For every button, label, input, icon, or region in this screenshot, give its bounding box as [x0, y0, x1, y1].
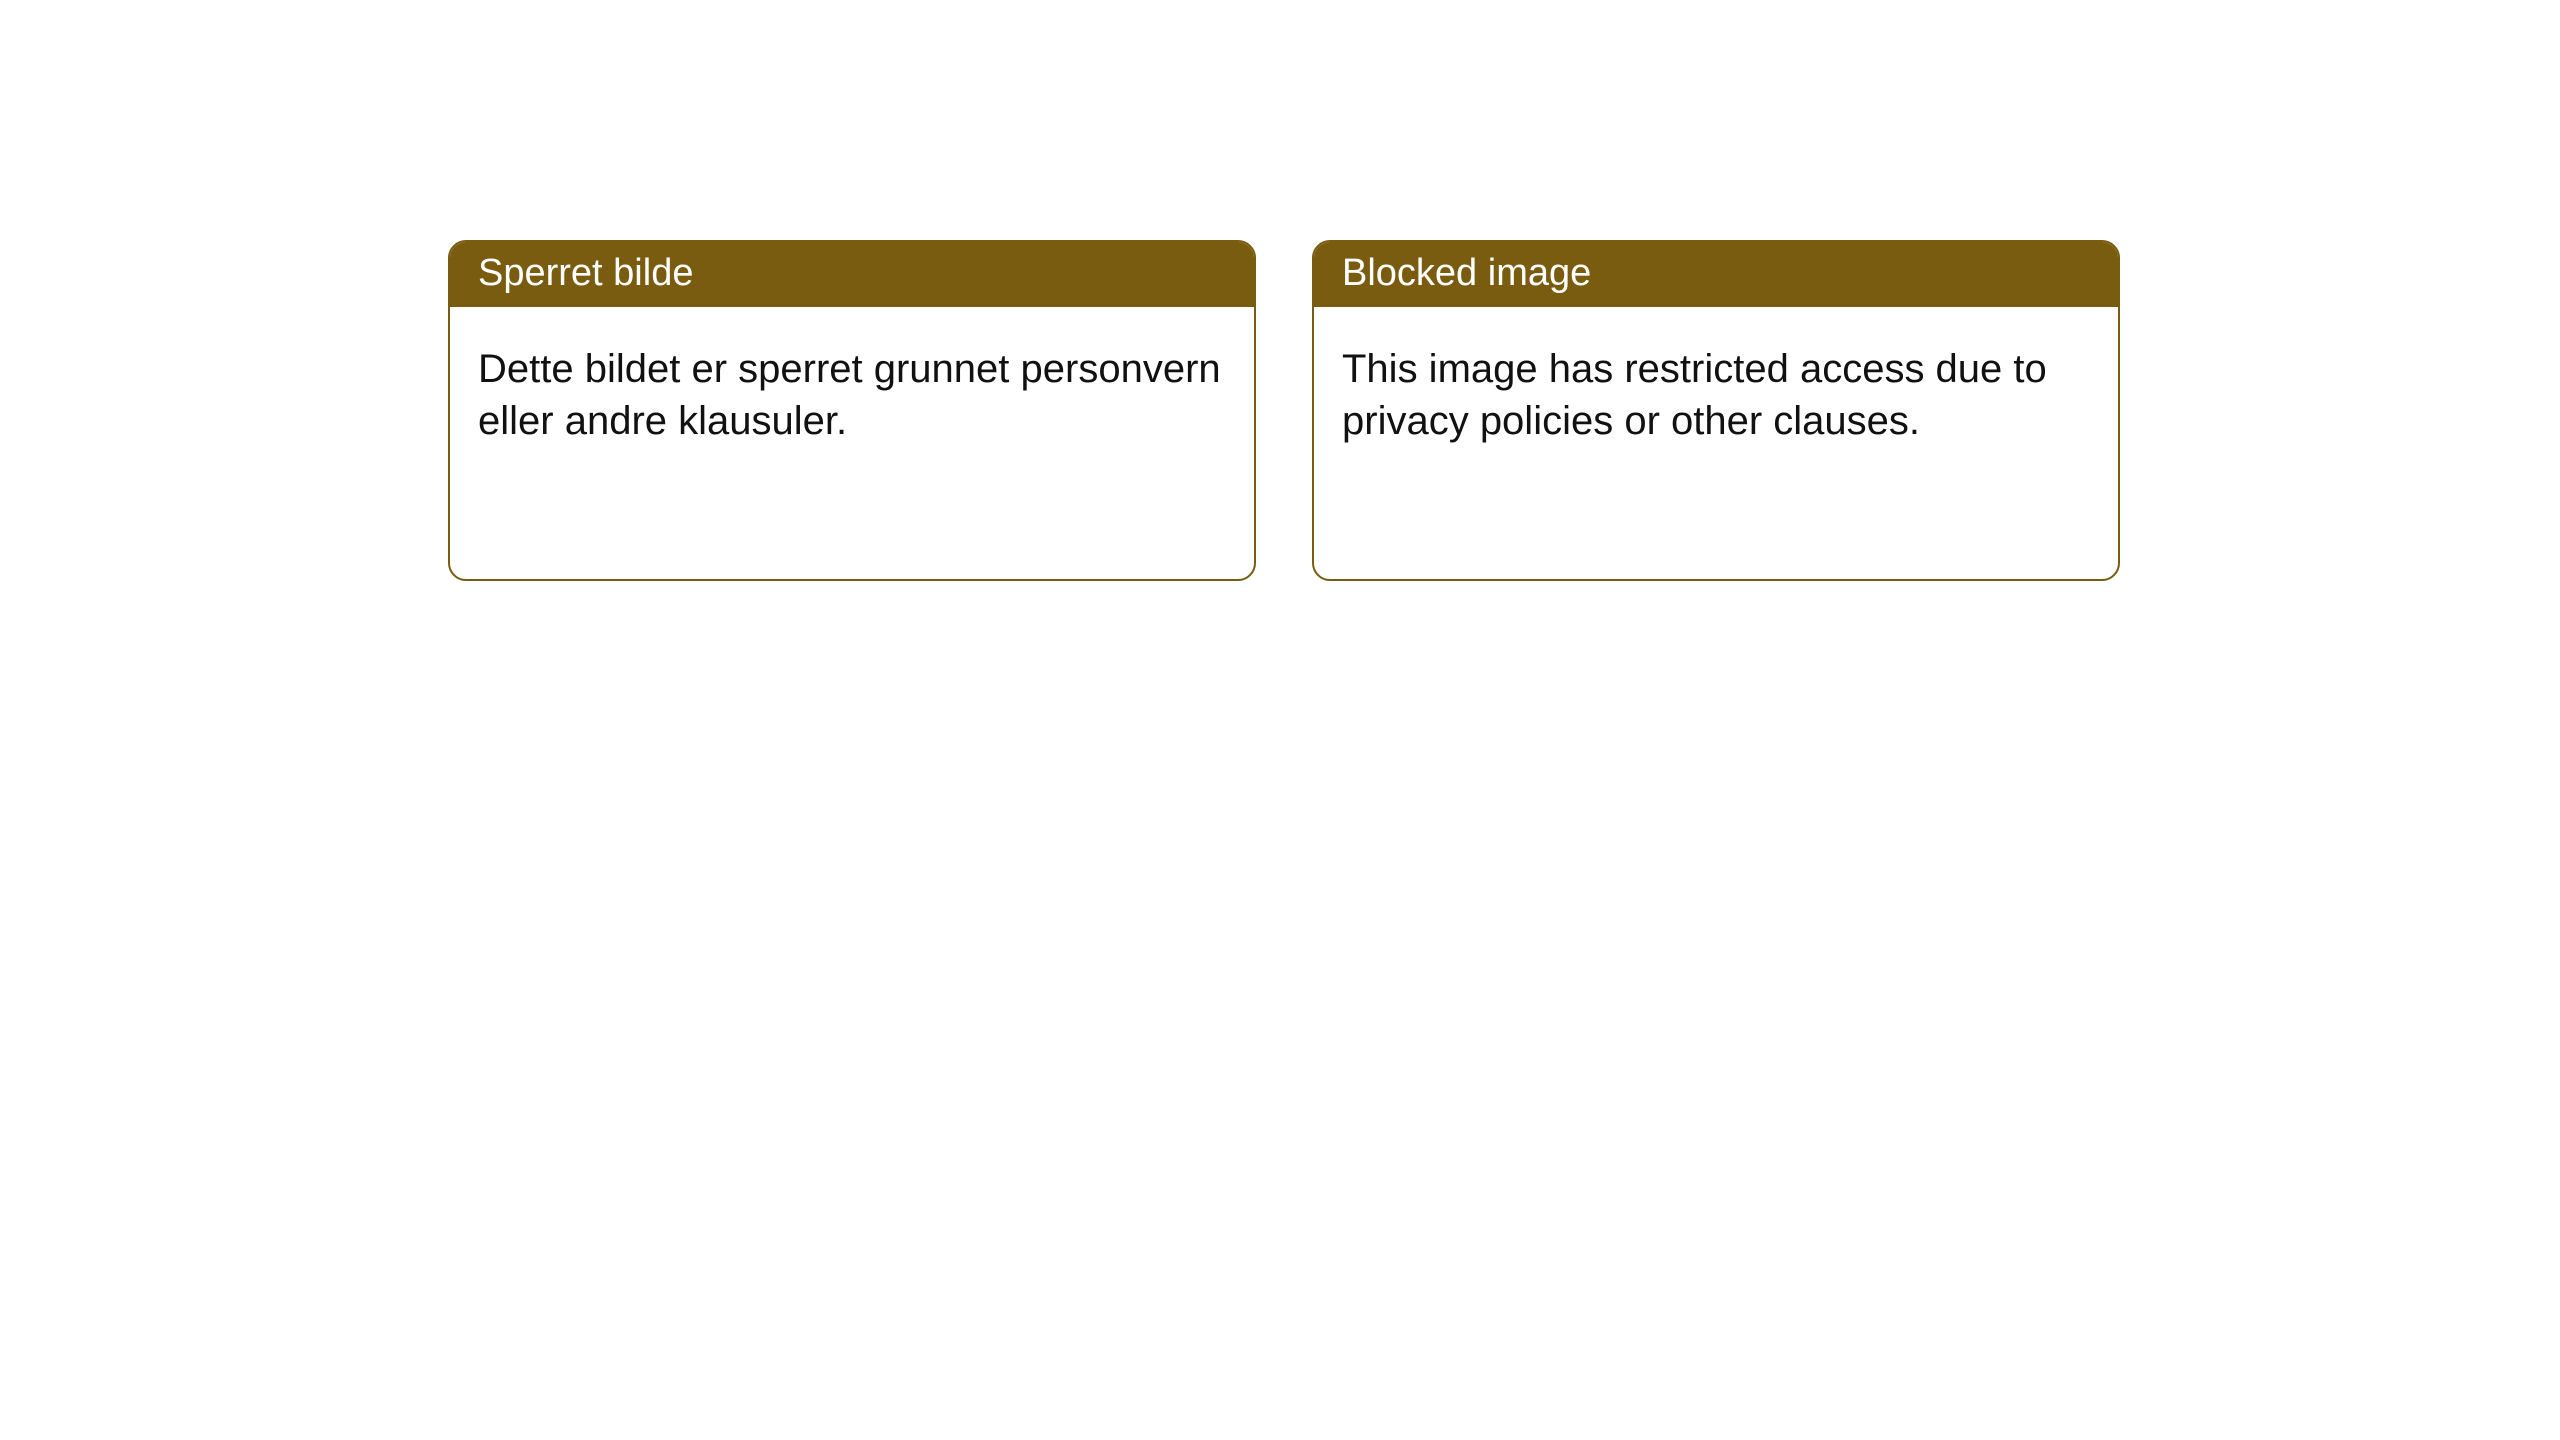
notice-body-en: This image has restricted access due to …: [1314, 307, 2118, 579]
notice-body-no: Dette bildet er sperret grunnet personve…: [450, 307, 1254, 579]
notice-title-no: Sperret bilde: [450, 242, 1254, 307]
notice-card-english: Blocked image This image has restricted …: [1312, 240, 2120, 581]
notice-container: Sperret bilde Dette bildet er sperret gr…: [0, 0, 2560, 581]
notice-card-norwegian: Sperret bilde Dette bildet er sperret gr…: [448, 240, 1256, 581]
notice-title-en: Blocked image: [1314, 242, 2118, 307]
